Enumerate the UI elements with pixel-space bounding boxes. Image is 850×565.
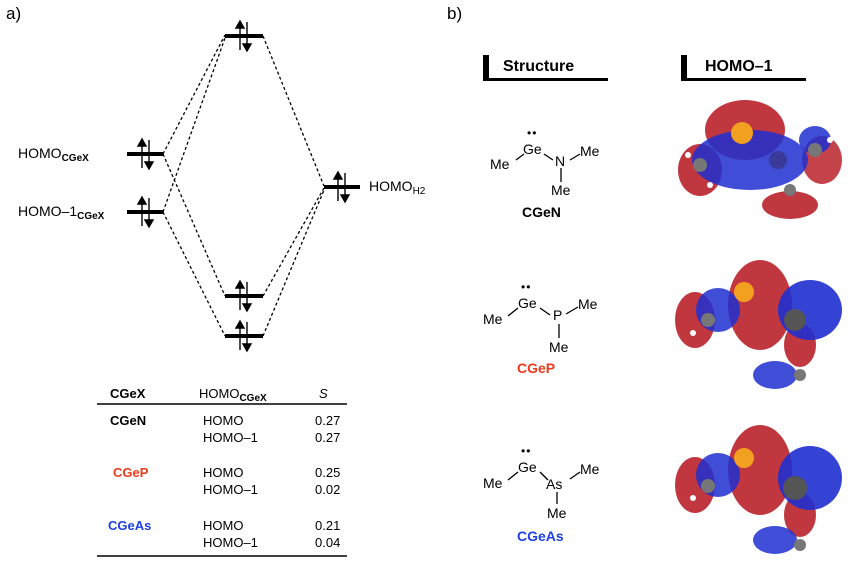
electron-pair-h2 [332,170,351,204]
table-group-cgeas: CGeAs [108,518,152,533]
table-cell-s: 0.21 [315,518,341,533]
table-cell-orbital: HOMO–1 [203,482,258,497]
table-header-cgex: CGeX [110,386,146,401]
label-homo1-cgex: HOMO–1CGeX [18,203,105,222]
table-header-s: S [319,386,328,401]
atom-ge: Ge [523,141,542,157]
methyl-bottom: Me [551,182,571,198]
correlation-lines [162,34,325,337]
energy-levels [127,34,360,338]
table-cell-s: 0.25 [315,465,341,480]
table-rules [97,403,347,557]
orbital-cgep [675,260,842,393]
methyl-left: Me [490,156,510,172]
structure-name-cgep: CGeP [517,360,556,376]
methyl-bottom: Me [547,505,567,521]
electron-pair-homo-cgex [136,137,155,171]
table-cell-orbital: HOMO [203,518,244,533]
table-cell-orbital: HOMO–1 [203,535,258,550]
table-cell-orbital: HOMO–1 [203,430,258,445]
methyl-bottom: Me [549,339,569,355]
table-cell-s: 0.04 [315,535,341,550]
header-bars [483,55,806,81]
methyl-left: Me [483,475,503,491]
atom-heteroatom: P [553,307,563,323]
methyl-right: Me [580,461,600,477]
table-cell-orbital: HOMO [203,465,244,480]
orbital-cgeas [675,425,842,558]
label-homo-h2: HOMOH2 [369,178,426,197]
table-group-cgep: CGeP [113,465,149,480]
structure-name-cgen: CGeN [522,204,561,220]
electron-pair-low-1 [234,279,253,313]
table-cell-s: 0.27 [315,430,341,445]
structure-name-cgeas: CGeAs [517,528,564,544]
electron-pair-homo1-cgex [136,195,155,229]
orbital-cgen [678,100,842,219]
table-group-cgen: CGeN [110,413,147,428]
methyl-left: Me [483,311,503,327]
label-homo-cgex: HOMOCGeX [18,145,89,164]
structure-bonds [507,153,581,504]
table-cell-s: 0.27 [315,413,341,428]
lone-pair-dots: •• [527,126,538,140]
electron-pair-top [234,19,253,53]
header-homo1: HOMO–1 [705,58,773,75]
methyl-right: Me [580,143,600,159]
lone-pair-dots: •• [521,280,532,294]
methyl-right: Me [578,296,598,312]
table-cell-orbital: HOMO [203,413,244,428]
lone-pair-dots: •• [521,444,532,458]
panel-label-a: a) [6,4,22,23]
table-cell-s: 0.02 [315,482,341,497]
table-header-orbital: HOMOCGeX [199,386,267,404]
atom-heteroatom: N [555,153,566,169]
atom-ge: Ge [518,459,537,475]
electron-arrows [136,19,351,353]
atom-ge: Ge [518,295,537,311]
header-structure: Structure [503,58,575,75]
electron-pair-low-2 [234,319,253,353]
atom-heteroatom: As [546,476,563,492]
panel-label-b: b) [447,4,463,23]
